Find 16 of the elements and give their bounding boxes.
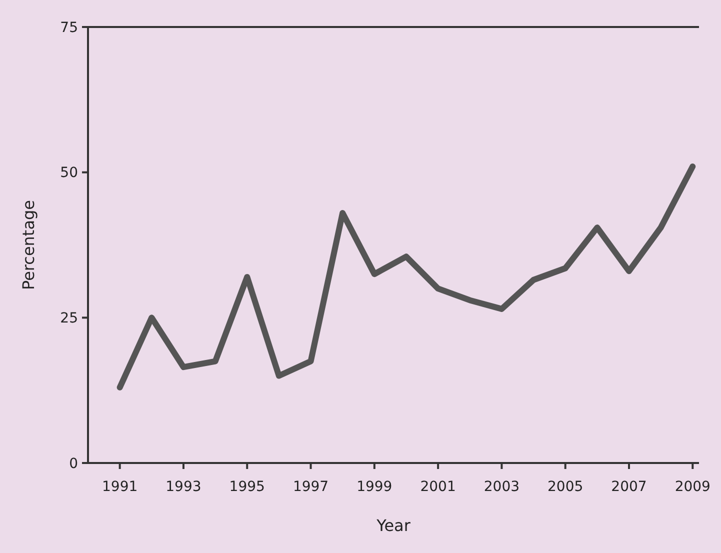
y-axis-title: Percentage (19, 200, 38, 290)
y-tick-label: 75 (60, 20, 78, 36)
x-tick-label: 2009 (674, 479, 710, 495)
x-tick-label: 2005 (548, 479, 584, 495)
x-tick-label: 2007 (611, 479, 647, 495)
x-tick-label: 1997 (292, 479, 329, 495)
x-tick-label: 2001 (420, 479, 456, 495)
y-tick-label: 50 (60, 165, 78, 182)
y-tick-label: 25 (60, 310, 78, 327)
y-tick-label: 0 (69, 456, 78, 472)
x-tick-label: 1999 (356, 479, 392, 495)
x-tick-label: 2003 (484, 479, 520, 495)
x-tick-label: 1995 (229, 479, 265, 495)
x-axis-title: Year (376, 516, 411, 535)
x-tick-label: 1993 (166, 479, 202, 495)
x-tick-label: 1991 (102, 479, 138, 495)
